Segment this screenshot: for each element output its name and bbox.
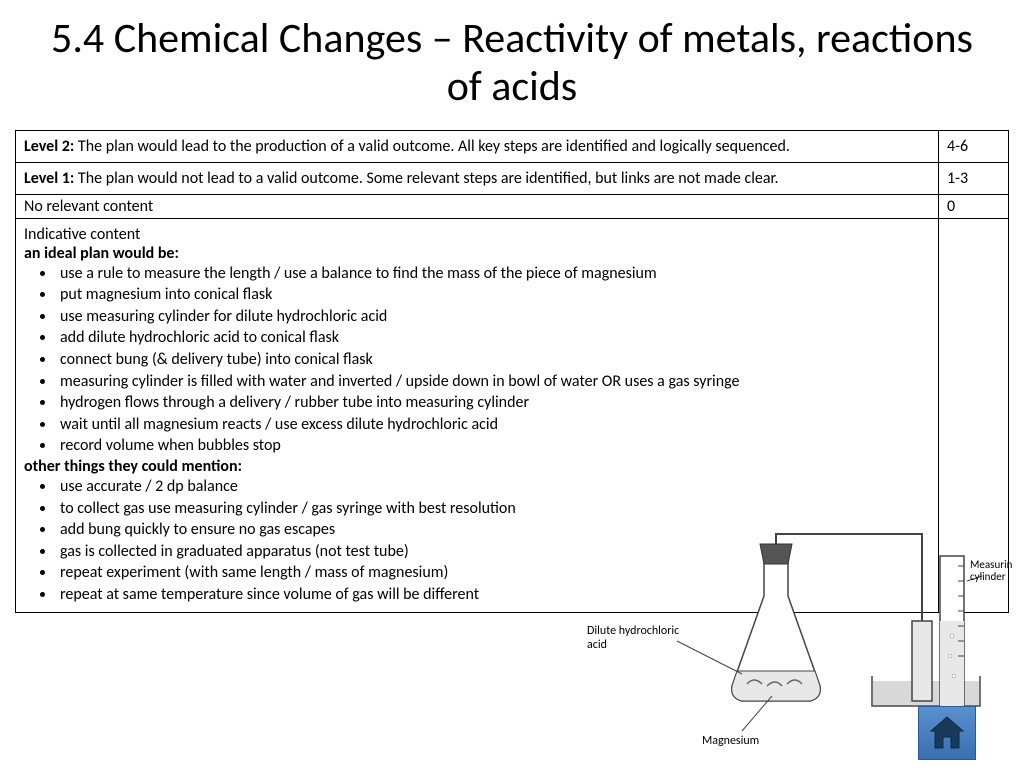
- level1-score: 1-3: [939, 162, 1009, 194]
- level2-label: Level 2:: [24, 137, 74, 156]
- home-icon: [927, 715, 967, 751]
- table-row: No relevant content 0: [16, 194, 1009, 218]
- list-item: connect bung (& delivery tube) into coni…: [56, 349, 930, 371]
- ideal-plan-heading: an ideal plan would be:: [24, 244, 930, 263]
- inverted-cylinder-icon: [912, 621, 932, 701]
- measuring-cylinder-icon: [940, 556, 964, 706]
- list-item: hydrogen flows through a delivery / rubb…: [56, 392, 930, 414]
- no-content-cell: No relevant content: [16, 194, 939, 218]
- list-item: to collect gas use measuring cylinder / …: [56, 498, 930, 520]
- home-button[interactable]: [918, 706, 976, 760]
- level1-label: Level 1:: [24, 169, 74, 188]
- level2-text: The plan would lead to the production of…: [74, 137, 790, 156]
- level2-cell: Level 2: The plan would lead to the prod…: [16, 130, 939, 162]
- list-item: use accurate / 2 dp balance: [56, 476, 930, 498]
- page-title: 5.4 Chemical Changes – Reactivity of met…: [0, 0, 1024, 122]
- indicative-heading: Indicative content: [24, 225, 930, 244]
- table-row: Level 2: The plan would lead to the prod…: [16, 130, 1009, 162]
- level1-text: The plan would not lead to a valid outco…: [74, 169, 778, 188]
- table-row: Level 1: The plan would not lead to a va…: [16, 162, 1009, 194]
- delivery-tube-icon: [776, 534, 922, 621]
- level1-cell: Level 1: The plan would not lead to a va…: [16, 162, 939, 194]
- list-item: wait until all magnesium reacts / use ex…: [56, 414, 930, 436]
- mg-label: Magnesium: [702, 734, 759, 748]
- list-item: record volume when bubbles stop: [56, 435, 930, 457]
- no-content-score: 0: [939, 194, 1009, 218]
- acid-label: Dilute hydrochloric: [587, 624, 679, 638]
- list-item: measuring cylinder is filled with water …: [56, 371, 930, 393]
- list-item: put magnesium into conical flask: [56, 284, 930, 306]
- other-mention-heading: other things they could mention:: [24, 457, 930, 476]
- cyl-label2: cylinder: [970, 570, 1006, 583]
- list-item: use measuring cylinder for dilute hydroc…: [56, 306, 930, 328]
- conical-flask-icon: [732, 544, 821, 701]
- level2-score: 4-6: [939, 130, 1009, 162]
- ideal-plan-list: use a rule to measure the length / use a…: [24, 263, 930, 457]
- list-item: add dilute hydrochloric acid to conical …: [56, 327, 930, 349]
- svg-text:acid: acid: [587, 638, 607, 652]
- list-item: use a rule to measure the length / use a…: [56, 263, 930, 285]
